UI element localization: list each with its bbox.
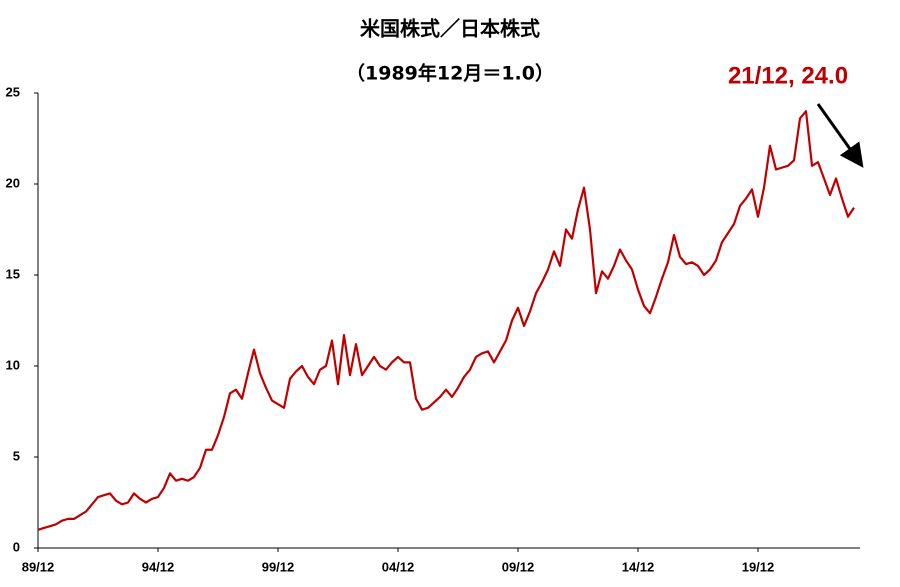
x-tick-label: 19/12 — [742, 559, 775, 574]
x-tick-label: 14/12 — [622, 559, 655, 574]
x-tick-label: 89/12 — [22, 559, 55, 574]
y-tick-label: 15 — [6, 266, 20, 281]
x-tick-label: 04/12 — [382, 559, 415, 574]
annotation: 21/12, 24.0 — [728, 62, 848, 89]
y-tick-label: 20 — [6, 175, 20, 190]
annotation-arrow — [816, 103, 864, 168]
chart-subtitle: （1989年12月＝1.0） — [346, 62, 554, 85]
x-tick-label: 99/12 — [262, 559, 295, 574]
line — [37, 110, 855, 531]
x-tick-label: 94/12 — [142, 559, 175, 574]
y-tick-label: 5 — [13, 448, 20, 463]
chart-title: 米国株式／日本株式 — [360, 17, 540, 41]
x-tick-label: 09/12 — [502, 559, 535, 574]
y-tick-label: 0 — [13, 539, 20, 554]
y-tick-label: 10 — [6, 357, 20, 372]
y-tick-label: 25 — [6, 84, 20, 99]
